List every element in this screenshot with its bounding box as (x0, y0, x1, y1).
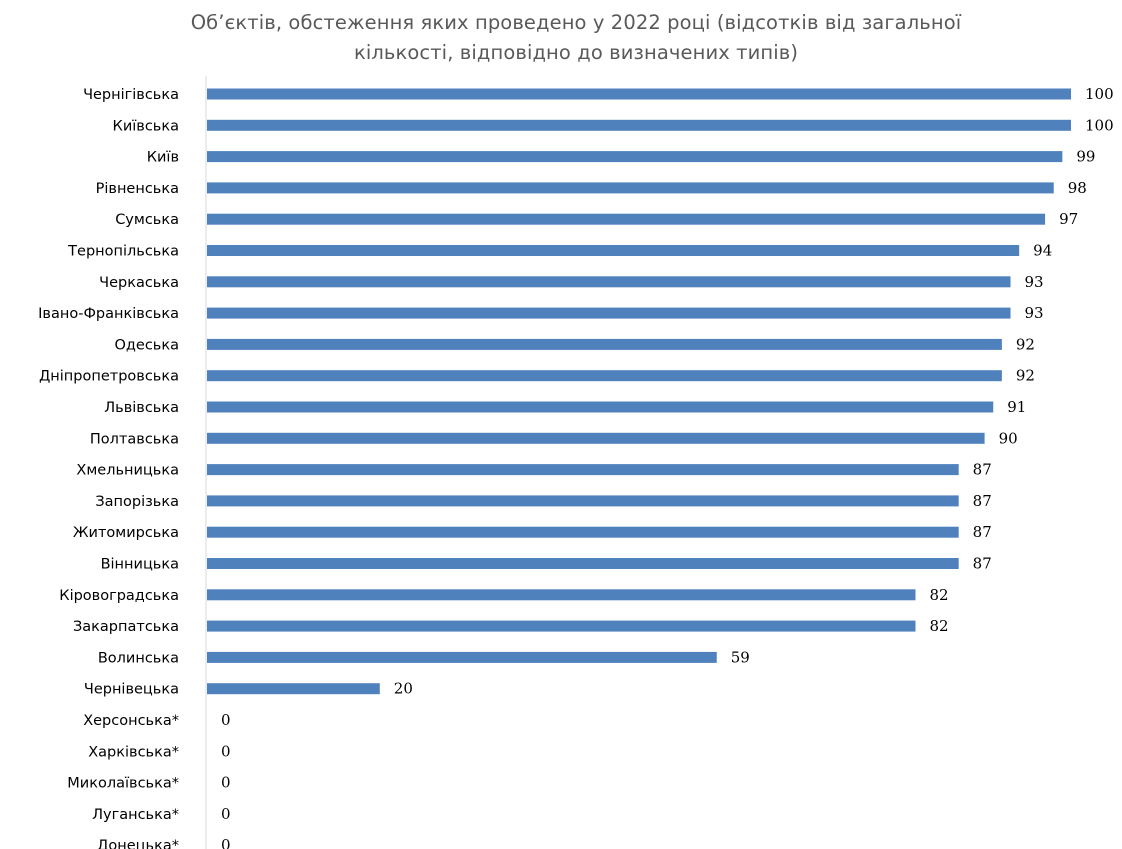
bar (207, 620, 916, 632)
data-label: 94 (1033, 242, 1052, 260)
category-label: Харківська* (88, 744, 179, 760)
data-label: 82 (929, 617, 948, 635)
category-label: Кіровоградська (59, 588, 179, 604)
bar (207, 307, 1011, 319)
bar (207, 683, 380, 695)
category-label: Донецька* (97, 838, 179, 849)
category-label: Вінницька (101, 557, 179, 573)
category-label: Херсонська* (83, 713, 179, 729)
category-label: Полтавська (90, 431, 179, 447)
category-label: Сумська (115, 212, 179, 228)
data-label: 98 (1068, 179, 1087, 197)
bar (207, 276, 1011, 288)
category-label: Рівненська (96, 181, 179, 197)
data-label: 87 (973, 492, 992, 510)
category-label: Чернігівська (83, 87, 179, 103)
bar (207, 88, 1071, 100)
data-label: 20 (394, 680, 413, 698)
category-label: Одеська (114, 337, 179, 353)
category-label: Черкаська (99, 275, 179, 291)
category-label: Закарпатська (73, 619, 179, 635)
bar (207, 245, 1020, 256)
data-label: 91 (1007, 398, 1026, 416)
bar (207, 119, 1071, 131)
data-label: 93 (1025, 273, 1044, 291)
data-label: 0 (221, 805, 231, 823)
category-label: Волинська (98, 650, 179, 666)
data-label: 0 (221, 711, 231, 729)
data-label: 0 (221, 774, 231, 792)
data-label: 92 (1016, 335, 1035, 353)
bar (207, 589, 916, 601)
data-label: 100 (1085, 85, 1114, 103)
data-label: 90 (999, 429, 1018, 447)
data-label: 59 (731, 648, 750, 666)
data-label: 99 (1076, 148, 1095, 166)
data-label: 92 (1016, 367, 1035, 385)
category-label: Тернопільська (67, 244, 179, 260)
data-label: 0 (221, 742, 231, 760)
bar (207, 464, 959, 476)
category-label: Миколаївська* (67, 776, 179, 792)
category-label: Хмельницька (76, 463, 179, 479)
data-label: 0 (221, 836, 231, 849)
category-label: Львівська (104, 400, 179, 416)
category-label: Житомирська (73, 525, 179, 541)
category-label: Івано-Франківська (38, 306, 179, 322)
bar (207, 338, 1002, 350)
data-label: 97 (1059, 210, 1078, 228)
category-label: Чернівецька (84, 682, 179, 698)
category-label: Луганська* (92, 807, 179, 823)
bar (207, 526, 959, 538)
data-label: 87 (973, 461, 992, 479)
data-label: 87 (973, 523, 992, 541)
bar (207, 401, 994, 413)
bar (207, 495, 959, 507)
chart-title: Об’єктів, обстеження яких проведено у 20… (190, 11, 962, 64)
data-label: 100 (1085, 116, 1114, 134)
bar (207, 151, 1063, 163)
bar (207, 651, 717, 663)
data-label: 93 (1025, 304, 1044, 322)
category-label: Київ (147, 150, 179, 166)
data-label: 82 (929, 586, 948, 604)
category-label: Запорізька (95, 494, 179, 510)
bar (207, 213, 1046, 225)
bar (207, 432, 985, 444)
category-label: Київська (113, 118, 179, 134)
data-label: 87 (973, 555, 992, 573)
bar (207, 182, 1054, 194)
bar (207, 370, 1002, 382)
category-label: Дніпропетровська (39, 369, 179, 385)
bar (207, 558, 959, 569)
